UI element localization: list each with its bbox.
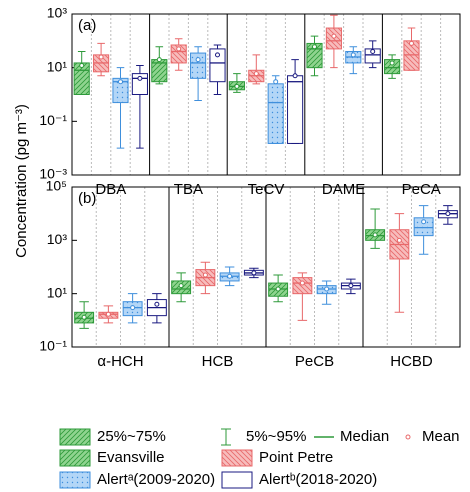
y-tick-label: 10⁻³	[39, 166, 67, 182]
box	[190, 52, 207, 79]
mean	[370, 49, 376, 55]
mean	[409, 40, 414, 46]
legend-label: Evansville	[97, 449, 165, 466]
box	[112, 77, 129, 104]
mean	[275, 286, 281, 292]
mean	[251, 270, 257, 276]
legend-label: Median	[340, 428, 389, 445]
legend-swatch	[221, 471, 253, 489]
mean	[396, 237, 402, 243]
legend-label: Alertᵃ(2009-2020)	[97, 471, 215, 488]
mean	[79, 63, 85, 69]
legend-swatch	[221, 449, 253, 467]
x-tick-label: DAME	[322, 181, 365, 198]
plot-frame	[71, 13, 461, 176]
mean	[421, 219, 427, 225]
mean	[389, 60, 395, 66]
x-tick-label: HCBD	[390, 353, 433, 370]
box	[413, 217, 434, 237]
x-tick-label: PeCA	[402, 181, 441, 198]
box	[287, 75, 304, 144]
y-tick-label: 10³	[47, 231, 68, 247]
panel-label: (a)	[78, 17, 96, 34]
box	[292, 277, 313, 295]
y-tick-label: 10¹	[47, 58, 68, 74]
legend-swatch	[59, 428, 91, 446]
box	[403, 40, 420, 71]
legend-label: Mean	[422, 428, 460, 445]
legend-label: Alertᵇ(2018-2020)	[259, 471, 377, 488]
y-tick-label: 10³	[47, 5, 68, 21]
box	[384, 59, 401, 75]
x-tick-label: PeCB	[295, 353, 334, 370]
mean	[156, 57, 162, 63]
mean	[81, 314, 87, 320]
y-tick-label: 10⁵	[46, 178, 67, 194]
y-tick-label: 10⁻¹	[39, 338, 67, 354]
panel-label: (b)	[78, 190, 96, 207]
box	[267, 83, 284, 144]
mean	[253, 71, 259, 77]
y-tick-label: 10¹	[47, 284, 68, 300]
legend-swatch	[59, 449, 91, 467]
y-axis-label: Concentration (pg m⁻³)	[13, 104, 30, 258]
x-tick-label: HCB	[202, 353, 234, 370]
legend-label: 5%~95%	[246, 428, 306, 445]
mean	[105, 311, 111, 317]
legend-label: 25%~75%	[97, 428, 166, 445]
mean	[176, 46, 182, 52]
mean	[137, 75, 143, 81]
legend-whisker	[221, 428, 231, 446]
plot-frame	[71, 186, 461, 348]
mean	[154, 301, 160, 307]
mean	[178, 283, 184, 289]
whisker	[370, 208, 380, 249]
y-tick-label: 10⁻¹	[39, 112, 67, 128]
mean	[348, 283, 354, 289]
mean	[445, 211, 451, 217]
box	[170, 44, 187, 64]
box	[209, 48, 226, 83]
mean	[372, 232, 378, 238]
mean	[215, 52, 220, 58]
mean	[227, 273, 233, 279]
whisker	[394, 213, 405, 313]
mean	[202, 272, 208, 278]
mean	[273, 79, 279, 85]
mean	[234, 83, 240, 89]
legend-mean	[405, 434, 411, 440]
mean	[350, 52, 356, 58]
x-tick-label: DBA	[95, 181, 126, 198]
mean	[195, 57, 201, 63]
x-tick-label: TBA	[174, 181, 203, 198]
box	[364, 48, 381, 64]
mean	[118, 79, 123, 85]
mean	[331, 33, 337, 39]
mean	[299, 280, 305, 286]
legend-label: Point Petre	[259, 449, 333, 466]
x-tick-label: α-HCH	[97, 353, 143, 370]
mean	[98, 54, 104, 60]
mean	[292, 73, 298, 79]
mean	[312, 44, 317, 50]
mean	[324, 286, 330, 292]
mean	[130, 305, 136, 311]
legend-swatch	[59, 471, 91, 489]
